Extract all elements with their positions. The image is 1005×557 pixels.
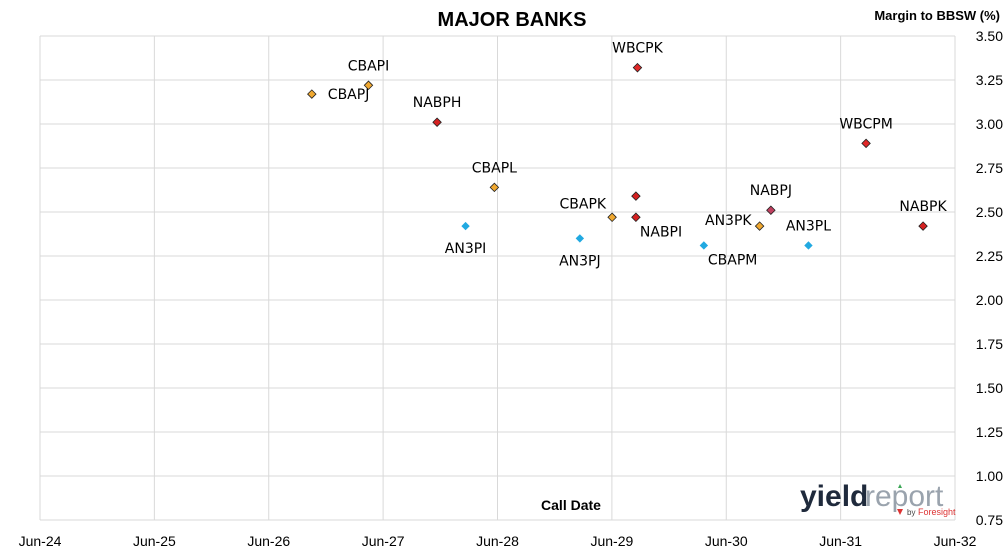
data-point	[432, 117, 442, 128]
x-tick-label: Jun-29	[590, 533, 633, 549]
x-axis-label: Call Date	[541, 497, 601, 513]
y-tick-label: 1.25	[976, 424, 1003, 440]
point-label: AN3PK	[705, 213, 752, 229]
point-label: NABPK	[899, 199, 947, 215]
point-label: NABPH	[413, 95, 462, 111]
point-label: CBAPM	[708, 252, 757, 268]
data-point	[307, 89, 317, 99]
y-axis-label: Margin to BBSW (%)	[874, 8, 1000, 23]
y-tick-label: 1.50	[976, 380, 1003, 396]
data-points	[307, 62, 928, 250]
point-label: AN3PL	[786, 218, 831, 234]
x-axis-ticks: Jun-24 Jun-25 Jun-26 Jun-27 Jun-28 Jun-29 Jun-…	[19, 533, 977, 549]
point-label: NABPJ	[750, 183, 792, 199]
point-label: CBAPK	[560, 196, 607, 212]
x-tick-label: Jun-32	[934, 533, 977, 549]
x-tick-label: Jun-26	[247, 533, 290, 549]
data-point	[804, 241, 813, 250]
y-tick-label: 3.25	[976, 72, 1003, 88]
data-point	[631, 212, 641, 223]
data-point	[699, 241, 709, 250]
x-tick-label: Jun-31	[819, 533, 862, 549]
y-tick-label: 3.50	[976, 28, 1003, 44]
y-tick-label: 2.75	[976, 160, 1003, 176]
data-point	[631, 191, 641, 201]
point-labels: CBAPI CBAPJ NABPH WBCPK WBCPM CBAPL NABPJ CBAPK…	[328, 41, 948, 270]
logo-brand: Foresight	[918, 507, 956, 517]
data-point	[363, 80, 374, 91]
point-label: CBAPJ	[328, 87, 370, 103]
x-tick-label: Jun-25	[133, 533, 176, 549]
logo-arrow-icon	[897, 509, 903, 515]
data-point	[918, 221, 928, 231]
y-tick-label: 2.50	[976, 204, 1003, 220]
data-point	[575, 234, 585, 243]
point-label: NABPI	[640, 224, 682, 240]
point-label: AN3PJ	[559, 253, 601, 269]
data-point	[766, 205, 776, 216]
point-label: CBAPL	[472, 160, 517, 176]
point-label: WBCPK	[612, 41, 663, 57]
y-tick-label: 1.75	[976, 336, 1003, 352]
point-label: AN3PI	[445, 241, 487, 257]
logo-text-accent: report	[865, 480, 944, 513]
data-point	[489, 182, 500, 193]
y-axis-ticks: 0.75 1.00 1.25 1.50 1.75 2.00 2.25 2.50 2.75 3.00…	[976, 28, 1003, 528]
data-point	[607, 212, 617, 223]
yieldreport-logo: yield report by Foresight	[800, 480, 956, 517]
logo-text-main: yield	[800, 480, 868, 513]
x-tick-label: Jun-28	[476, 533, 519, 549]
point-label: CBAPI	[348, 58, 390, 74]
gridlines	[39, 35, 956, 521]
y-tick-label: 2.00	[976, 292, 1003, 308]
y-tick-label: 0.75	[976, 512, 1003, 528]
x-tick-label: Jun-27	[362, 533, 405, 549]
y-tick-label: 3.00	[976, 116, 1003, 132]
data-point	[632, 62, 643, 73]
data-point	[861, 138, 871, 149]
y-tick-label: 1.00	[976, 468, 1003, 484]
x-tick-label: Jun-24	[19, 533, 62, 549]
y-tick-label: 2.25	[976, 248, 1003, 264]
x-tick-label: Jun-30	[705, 533, 748, 549]
data-point	[461, 221, 470, 231]
data-point	[754, 221, 765, 231]
chart-title: MAJOR BANKS	[438, 9, 587, 31]
point-label: WBCPM	[839, 116, 893, 132]
logo-by: by	[907, 508, 915, 517]
logo-leaf-icon	[898, 484, 902, 488]
